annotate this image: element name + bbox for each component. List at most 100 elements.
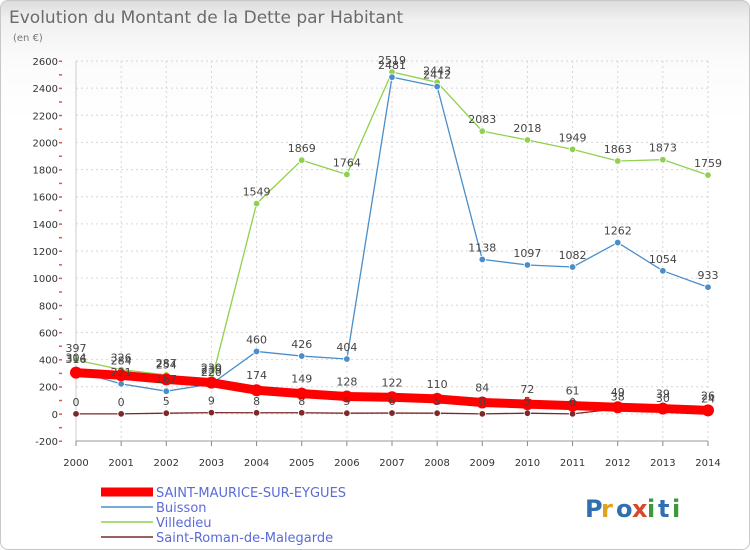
data-point	[433, 82, 441, 91]
x-tick-label: 2000	[63, 458, 88, 469]
data-label: 24	[701, 393, 715, 406]
data-label: 220	[201, 366, 222, 379]
series-layer	[70, 68, 714, 418]
y-minor-tick	[59, 128, 62, 130]
legend: SAINT-MAURICE-SUR-EYGUESBuissonVilledieu…	[101, 486, 346, 546]
y-minor-tick	[59, 277, 62, 280]
data-label: 8	[253, 395, 260, 408]
data-point	[521, 398, 534, 411]
data-label: 61	[566, 385, 580, 398]
data-point	[388, 73, 396, 81]
y-minor-tick	[59, 372, 62, 375]
data-point	[523, 409, 532, 417]
data-label: 404	[336, 341, 357, 354]
data-point	[659, 155, 667, 164]
brand-letter: t	[658, 495, 669, 523]
data-label: 1869	[288, 142, 316, 155]
y-minor-tick	[59, 141, 62, 144]
data-label: 1764	[333, 156, 361, 169]
data-label: 6	[389, 395, 396, 408]
data-point	[431, 392, 444, 405]
data-point	[115, 369, 128, 382]
data-label: 84	[475, 381, 489, 394]
data-point	[704, 283, 712, 291]
y-minor-tick	[59, 345, 62, 347]
data-label: 933	[698, 269, 719, 282]
data-label: 0	[569, 396, 576, 409]
data-point	[614, 157, 622, 165]
y-axis: -200 0 200 400 600 800 1000 1200 1400 1600 1800 200…	[33, 57, 77, 448]
data-label: 1097	[513, 247, 541, 260]
data-label: 1863	[604, 143, 632, 156]
data-point	[160, 373, 173, 386]
y-minor-tick	[59, 74, 62, 76]
data-label: 128	[336, 375, 357, 388]
data-label: 49	[611, 386, 625, 399]
brand-letter: i	[647, 495, 655, 523]
y-tick-label: 2000	[33, 138, 58, 149]
x-tick-label: 2001	[108, 458, 133, 469]
data-point	[117, 410, 125, 418]
x-tick-label: 2005	[289, 458, 314, 469]
y-minor-tick	[59, 440, 62, 442]
y-minor-tick	[59, 413, 62, 415]
y-minor-tick	[59, 101, 62, 103]
y-minor-tick	[59, 426, 62, 429]
legend-label: SAINT-MAURICE-SUR-EYGUES	[156, 486, 346, 501]
y-tick-label: 1800	[33, 166, 58, 177]
x-tick-label: 2014	[695, 458, 720, 469]
data-point	[656, 402, 669, 415]
data-labels: 397 326 287 239 1549 1869 1764 2519 2443 2083 2018…	[66, 54, 723, 409]
data-label: 1082	[559, 249, 587, 262]
data-label: 1138	[468, 241, 496, 254]
y-minor-tick	[59, 196, 62, 198]
data-point	[611, 401, 624, 414]
data-label: 0	[73, 396, 80, 409]
data-label: 110	[427, 378, 448, 391]
y-minor-tick	[59, 182, 62, 185]
data-label: 5	[524, 395, 531, 408]
data-point	[523, 261, 532, 269]
data-point	[478, 255, 486, 264]
y-minor-tick	[59, 250, 62, 252]
x-tick-label: 2003	[199, 458, 224, 469]
data-point	[478, 127, 486, 135]
brand-letter: i	[672, 495, 680, 523]
y-tick-label: 2400	[33, 84, 58, 95]
data-label: 460	[246, 333, 267, 346]
data-point	[386, 391, 398, 404]
data-point	[478, 410, 486, 418]
data-point	[568, 145, 577, 154]
y-minor-tick	[59, 318, 62, 320]
brand-letter: P	[585, 495, 603, 523]
data-point	[523, 136, 532, 144]
data-point	[566, 399, 579, 412]
data-label: 316	[66, 353, 87, 366]
data-point	[252, 347, 261, 356]
y-tick-label: 2200	[33, 111, 58, 122]
data-label: 2519	[378, 54, 406, 67]
data-label: 426	[291, 338, 312, 351]
data-label: 0	[118, 396, 125, 409]
data-label: 397	[66, 342, 87, 355]
x-tick-label: 2013	[650, 458, 675, 469]
data-label: 254	[156, 358, 177, 371]
data-point	[162, 409, 170, 417]
data-point	[298, 352, 306, 360]
data-label: 9	[208, 395, 215, 408]
data-label: 39	[656, 388, 670, 401]
legend-label: Buisson	[156, 501, 207, 516]
brand-letter: o	[616, 495, 633, 523]
y-minor-tick	[59, 236, 62, 239]
data-point	[340, 390, 353, 403]
y-tick-label: 200	[39, 383, 58, 394]
data-label: 287	[156, 357, 177, 370]
data-point	[659, 267, 667, 275]
data-label: 5	[343, 395, 350, 408]
y-minor-tick	[59, 223, 62, 225]
data-label: 167	[156, 373, 177, 386]
data-label: 122	[382, 376, 403, 389]
data-label: 2412	[423, 69, 451, 82]
data-point	[388, 409, 396, 417]
data-point	[433, 409, 441, 417]
